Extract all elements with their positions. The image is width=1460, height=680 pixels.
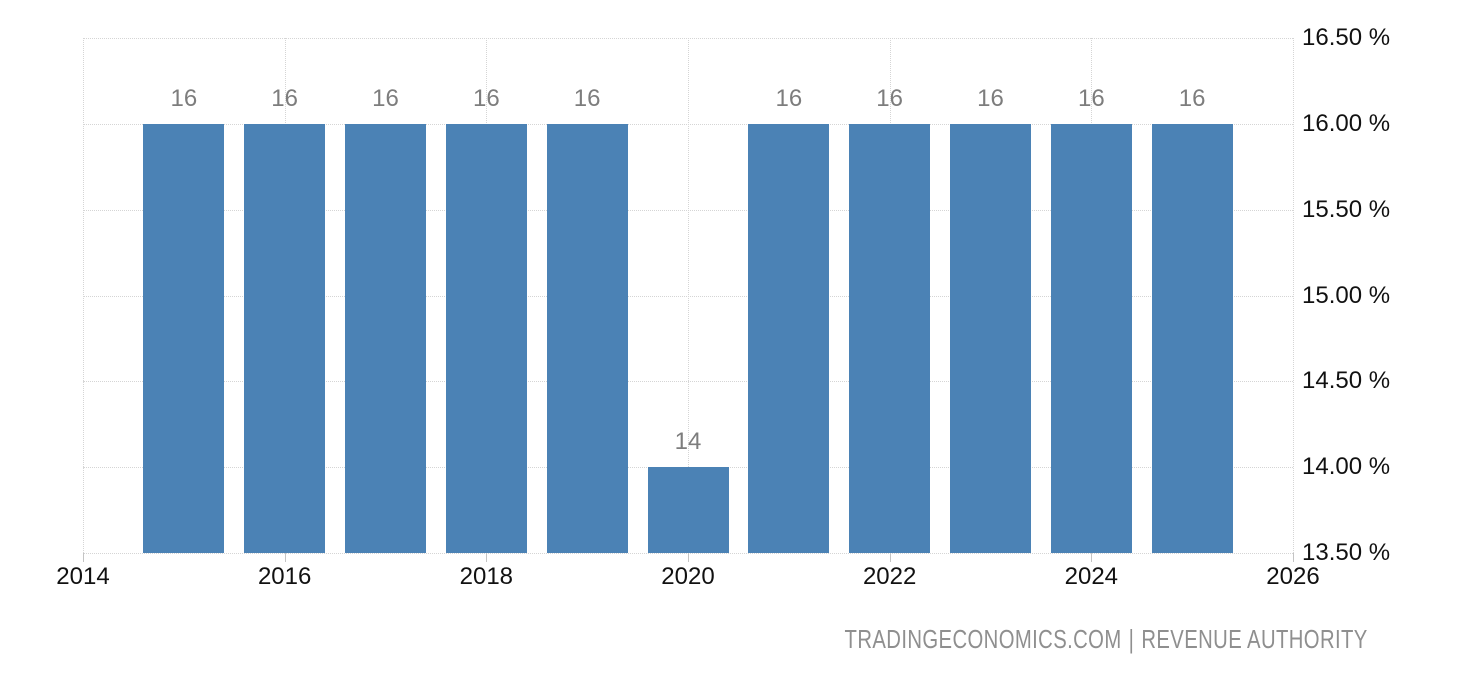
x-axis-label: 2018: [459, 563, 514, 590]
bar[interactable]: [950, 123, 1031, 553]
bar-value-label: 16: [573, 84, 601, 112]
bar[interactable]: [143, 123, 225, 553]
bar-value-label: 16: [775, 84, 803, 112]
bar-value-label: 16: [876, 84, 903, 112]
x-gridline: [83, 38, 84, 553]
y-axis-label: 16.50 %: [1302, 24, 1391, 51]
bar[interactable]: [546, 123, 628, 553]
source-name-link[interactable]: REVENUE AUTHORITY: [1141, 624, 1368, 654]
y-axis-label: 15.00 %: [1302, 281, 1391, 309]
bar-value-label: 16: [1178, 84, 1206, 112]
x-axis-tick: [284, 553, 286, 562]
bar-value-label: 14: [674, 428, 702, 456]
x-axis-tick: [1293, 553, 1294, 562]
source-separator: |: [1128, 624, 1135, 654]
x-gridline: [1293, 38, 1294, 553]
bar[interactable]: [1151, 123, 1233, 553]
x-axis-label: 2020: [661, 563, 715, 590]
bar-value-label: 16: [1077, 84, 1105, 112]
y-axis-label: 16.00 %: [1302, 109, 1391, 137]
x-axis-tick: [83, 553, 84, 562]
source-site-link[interactable]: TRADINGECONOMICS.COM: [844, 624, 1122, 654]
x-axis-label: 2026: [1266, 563, 1320, 590]
x-axis-tick: [688, 553, 689, 562]
x-axis-label: 2024: [1064, 563, 1119, 590]
y-axis-label: 14.50 %: [1302, 367, 1391, 395]
bar[interactable]: [1050, 123, 1132, 553]
x-axis-tick: [1091, 553, 1093, 562]
bar[interactable]: [244, 123, 326, 553]
bar-value-label: 16: [472, 84, 500, 112]
y-axis-label: 13.50 %: [1302, 539, 1391, 566]
bar-value-label: 16: [372, 84, 399, 112]
bar[interactable]: [849, 123, 931, 553]
y-axis-label: 15.50 %: [1302, 195, 1391, 223]
x-axis-label: 2014: [56, 563, 110, 590]
bar[interactable]: [647, 467, 729, 553]
y-axis-label: 14.00 %: [1302, 453, 1391, 481]
bar[interactable]: [445, 123, 527, 553]
bar-value-label: 16: [170, 84, 198, 112]
x-axis-label: 2016: [257, 563, 312, 590]
x-axis-tick: [486, 553, 488, 562]
source-attribution: TRADINGECONOMICS.COM | REVENUE AUTHORITY: [845, 626, 1368, 652]
x-axis-tick: [889, 553, 891, 562]
bar-value-label: 16: [977, 84, 1004, 112]
x-gridline: [688, 38, 689, 553]
bar[interactable]: [345, 123, 426, 553]
x-axis-label: 2022: [862, 563, 917, 590]
bar[interactable]: [748, 123, 830, 553]
bar-value-label: 16: [271, 84, 298, 112]
